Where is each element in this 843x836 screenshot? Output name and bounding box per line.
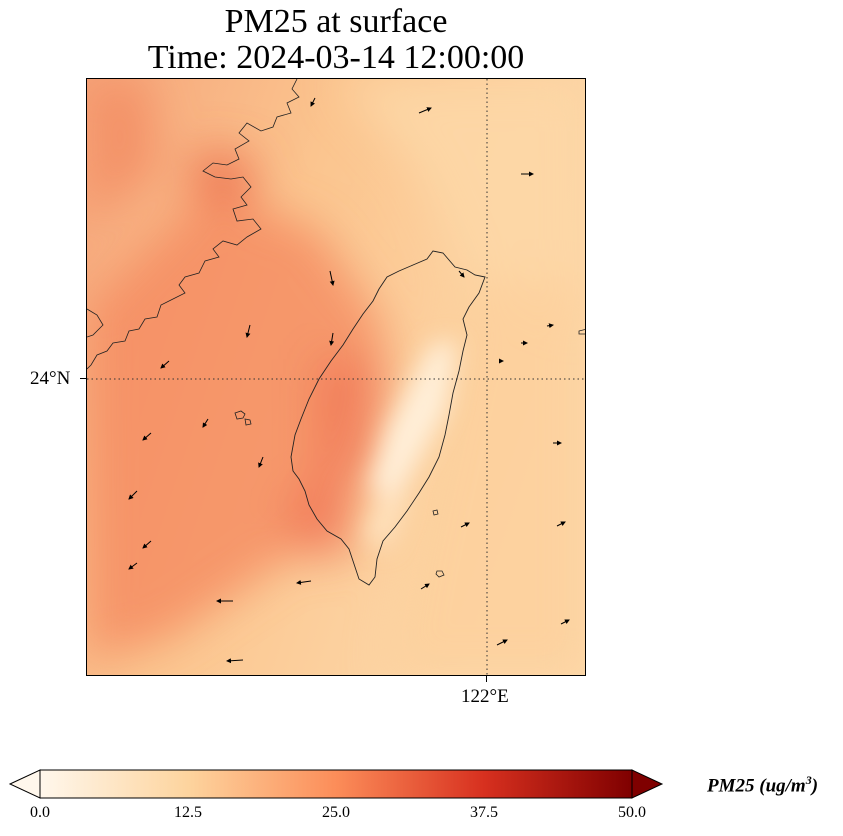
colorbar-tick-4: 50.0 bbox=[618, 804, 646, 821]
penghu-islands bbox=[234, 410, 252, 426]
orchid-island bbox=[435, 570, 445, 578]
colorbar-label: PM25 (ug/m3) bbox=[707, 773, 819, 797]
east-islet bbox=[578, 329, 585, 335]
green-island bbox=[432, 509, 439, 516]
colorbar-min-extend bbox=[8, 769, 41, 799]
lat-tick bbox=[80, 378, 86, 379]
colorbar-gradient bbox=[39, 769, 633, 799]
colorbar-tick-0: 0.0 bbox=[30, 804, 50, 821]
china-coastline bbox=[87, 79, 300, 370]
pm25-field-plumes bbox=[87, 79, 585, 675]
map-panel[interactable] bbox=[86, 78, 586, 676]
colorbar-tick-3: 37.5 bbox=[470, 804, 498, 821]
map-svg bbox=[87, 79, 585, 675]
lon-tick bbox=[486, 676, 487, 682]
colorbar-tick-2: 25.0 bbox=[322, 804, 350, 821]
plot-title: PM25 at surface Time: 2024-03-14 12:00:0… bbox=[86, 4, 586, 76]
colorbar bbox=[8, 769, 664, 799]
title-line-2: Time: 2024-03-14 12:00:00 bbox=[147, 39, 525, 76]
taiwan-coastline bbox=[290, 250, 486, 586]
lat-tick-label: 24°N bbox=[30, 368, 71, 389]
wind-vectors bbox=[128, 97, 570, 664]
pm25-field-clean-zone bbox=[362, 341, 457, 549]
colorbar-max-extend bbox=[631, 769, 664, 799]
lon-tick-label: 122°E bbox=[461, 686, 509, 707]
title-line-1: PM25 at surface bbox=[224, 3, 448, 40]
colorbar-tick-1: 12.5 bbox=[174, 804, 202, 821]
